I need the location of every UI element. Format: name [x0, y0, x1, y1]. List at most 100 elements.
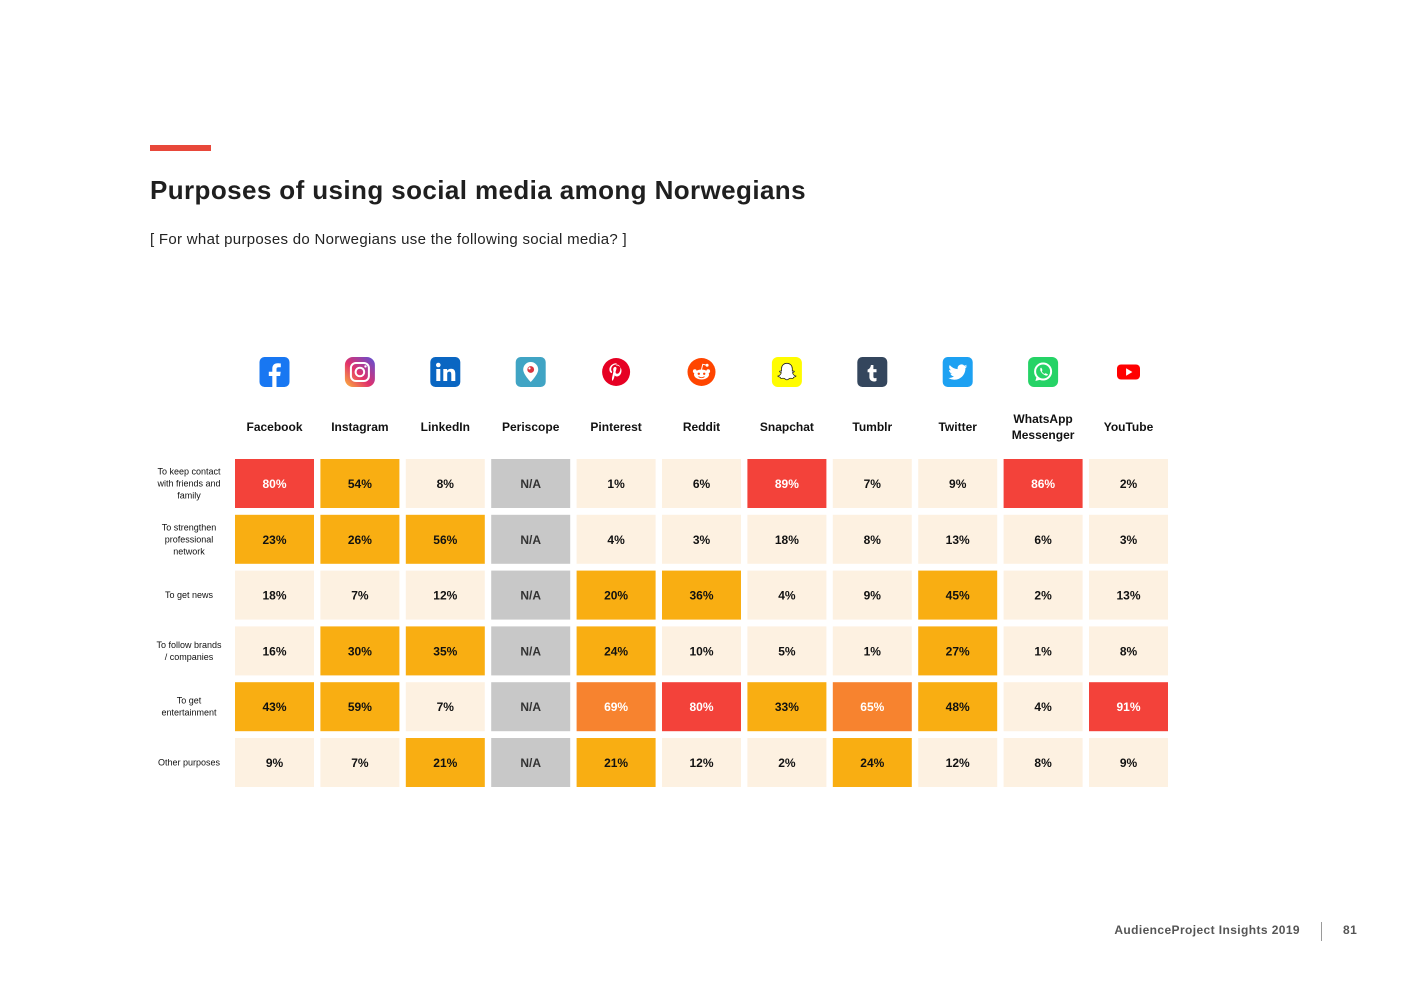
heatmap-cell	[320, 738, 400, 787]
column-header: Periscope	[502, 420, 560, 434]
cell-value-label: 1%	[1034, 644, 1052, 658]
heatmap-cell	[662, 570, 741, 620]
cell-value-label: 4%	[1034, 700, 1052, 714]
cell-value-label: 2%	[778, 756, 796, 770]
cell-value-label: 30%	[348, 644, 372, 658]
cell-value-label: 13%	[1116, 589, 1140, 603]
page-number: 81	[1343, 923, 1358, 937]
cell-value-label: 59%	[348, 700, 372, 714]
row-label: Other purposes	[158, 758, 221, 768]
column-header: Instagram	[331, 420, 388, 434]
column-header: YouTube	[1104, 420, 1154, 434]
heatmap-cell	[405, 738, 485, 787]
cell-value-label: 69%	[604, 700, 628, 714]
heatmap-cell	[491, 626, 571, 676]
heatmap-cell	[747, 570, 827, 620]
snapchat-icon	[771, 357, 802, 387]
cell-value-label: 33%	[775, 700, 799, 714]
heatmap-cell	[1003, 682, 1083, 732]
cell-value-label: 20%	[604, 589, 628, 603]
heatmap-cell	[1003, 514, 1083, 564]
heatmap-cell	[662, 738, 741, 787]
row-label: professional	[165, 534, 214, 544]
heatmap-cell	[747, 682, 827, 732]
column-header: Snapchat	[760, 420, 814, 434]
column-header: Facebook	[246, 420, 302, 434]
page-title: Purposes of using social media among Nor…	[150, 175, 806, 205]
row-label: entertainment	[161, 708, 217, 718]
cell-value-label: 9%	[864, 589, 882, 603]
cell-value-label: 7%	[351, 589, 369, 603]
heatmap-cell	[832, 738, 912, 787]
cell-value-label: N/A	[520, 589, 541, 603]
heatmap-cell	[405, 570, 485, 620]
cell-value-label: 7%	[864, 477, 882, 491]
cell-value-label: 21%	[433, 756, 457, 770]
heatmap-cell	[662, 626, 741, 676]
column-header: LinkedIn	[421, 420, 470, 434]
cell-value-label: 2%	[1120, 477, 1138, 491]
facebook-icon	[259, 357, 290, 387]
heatmap-cell	[235, 738, 314, 787]
cell-value-label: 9%	[266, 756, 284, 770]
cell-value-label: 65%	[860, 700, 884, 714]
pinterest-icon	[602, 358, 631, 386]
column-header: Twitter	[938, 420, 977, 434]
heatmap-cell	[235, 626, 314, 676]
heatmap-cell	[320, 514, 400, 564]
row-label: network	[173, 546, 205, 556]
heatmap-cell	[405, 514, 485, 564]
column-header: WhatsApp	[1013, 412, 1072, 426]
cell-value-label: 8%	[1120, 644, 1138, 658]
heatmap-cell	[747, 514, 827, 564]
heatmap-cell	[576, 570, 656, 620]
cell-value-label: 45%	[946, 589, 970, 603]
cell-value-label: 12%	[433, 589, 457, 603]
cell-value-label: 21%	[604, 756, 628, 770]
cell-value-label: 8%	[1034, 756, 1052, 770]
column-header: Reddit	[683, 420, 720, 434]
row-label: To keep contact	[157, 467, 221, 477]
heatmap-cell	[832, 514, 912, 564]
heatmap-cell	[576, 514, 656, 564]
heatmap-cell	[1003, 626, 1083, 676]
cell-value-label: 12%	[946, 756, 970, 770]
heatmap-cell	[1089, 738, 1168, 787]
heatmap-cell	[1003, 570, 1083, 620]
heatmap-cell	[576, 459, 656, 508]
heatmap-cell	[1089, 626, 1168, 676]
heatmap-cell	[235, 459, 314, 508]
heatmap-cell	[576, 626, 656, 676]
cell-value-label: 86%	[1031, 477, 1055, 491]
cell-value-label: 54%	[348, 477, 372, 491]
cell-value-label: 13%	[946, 533, 970, 547]
heatmap-cell	[1003, 738, 1083, 787]
heatmap-cell	[747, 626, 827, 676]
cell-value-label: 3%	[1120, 533, 1138, 547]
heatmap-cell	[747, 459, 827, 508]
heatmap-cell	[320, 570, 400, 620]
cell-value-label: N/A	[520, 477, 541, 491]
heatmap-cell	[1089, 682, 1168, 732]
heatmap-cell	[918, 514, 998, 564]
cell-value-label: 80%	[262, 477, 286, 491]
heatmap-cell	[320, 626, 400, 676]
cell-value-label: N/A	[520, 644, 541, 658]
linkedin-icon	[430, 357, 461, 387]
heatmap-cell	[491, 682, 571, 732]
heatmap-cell	[832, 570, 912, 620]
cell-value-label: N/A	[520, 533, 541, 547]
row-label: To follow brands	[156, 640, 222, 650]
whatsapp-icon	[1028, 357, 1059, 387]
heatmap-cell	[405, 682, 485, 732]
heatmap-cell	[1003, 459, 1083, 508]
heatmap-cell	[491, 514, 571, 564]
heatmap-cell	[491, 459, 571, 508]
footer-label: AudienceProject Insights 2019	[1114, 923, 1300, 937]
row-label: with friends and	[156, 479, 220, 489]
cell-value-label: N/A	[520, 756, 541, 770]
cell-value-label: 27%	[946, 644, 970, 658]
heatmap-cell	[1089, 459, 1168, 508]
column-header: Messenger	[1012, 428, 1075, 442]
